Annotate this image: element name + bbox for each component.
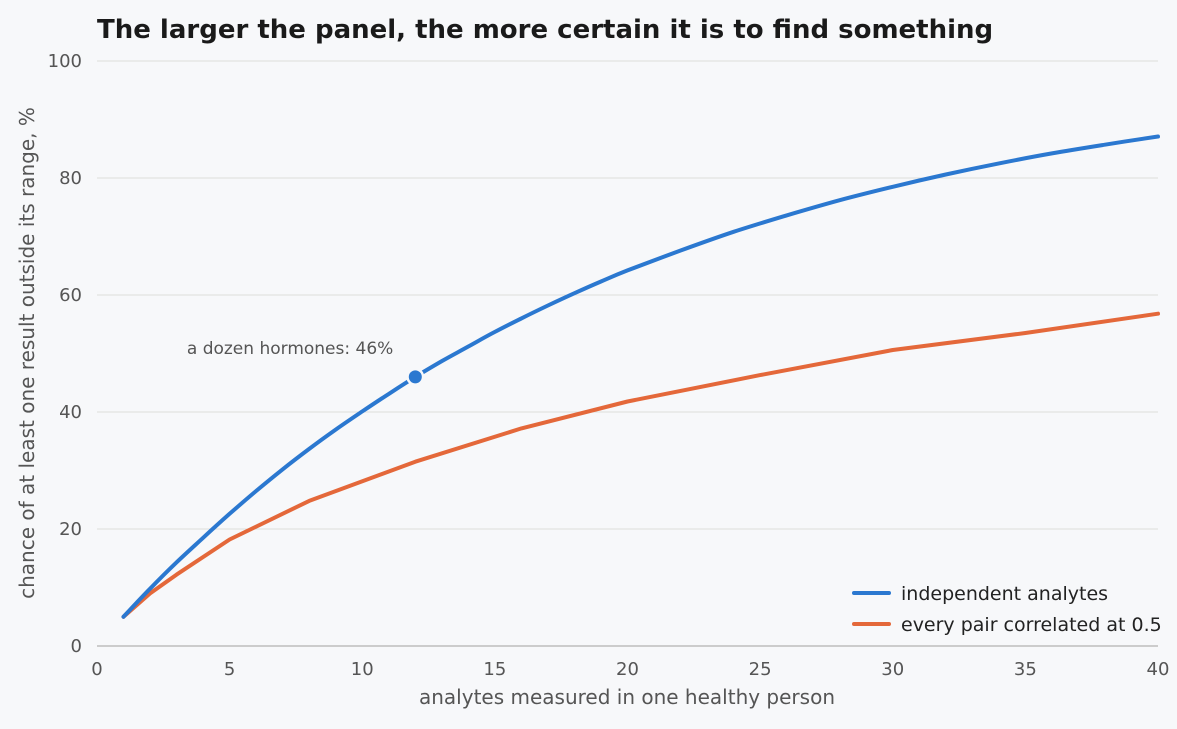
axes: 0 20 40 60 80 100 0 5 10 15 20 25 30 35 40 — [48, 51, 1170, 680]
x-tick-label: 10 — [351, 659, 374, 680]
y-tick-label: 40 — [59, 402, 82, 423]
x-tick-label: 5 — [224, 659, 235, 680]
x-tick-label: 25 — [749, 659, 772, 680]
y-tick-label: 60 — [59, 285, 82, 306]
y-tick-label: 100 — [48, 51, 82, 72]
annotation-label: a dozen hormones: 46% — [187, 339, 393, 359]
series-line-independent-analytes — [121, 134, 1160, 619]
x-tick-label: 40 — [1147, 659, 1170, 680]
legend-label: every pair correlated at 0.5 — [901, 614, 1162, 636]
annotations: a dozen hormones: 46% — [187, 339, 425, 386]
y-tick-label: 0 — [71, 636, 82, 657]
x-tick-label: 15 — [483, 659, 506, 680]
y-axis-title: chance of at least one result outside it… — [15, 107, 39, 599]
series-line-every-pair-correlated-at-0-5 — [121, 311, 1160, 619]
x-axis-title: analytes measured in one healthy person — [419, 685, 835, 709]
x-tick-label: 20 — [616, 659, 639, 680]
y-tick-label: 80 — [59, 168, 82, 189]
legend-label: independent analytes — [901, 583, 1108, 605]
y-tick-label: 20 — [59, 519, 82, 540]
x-tick-label: 0 — [91, 659, 102, 680]
annotation-marker — [408, 370, 422, 384]
gridlines — [97, 60, 1158, 530]
x-tick-label: 30 — [881, 659, 904, 680]
series-lines — [121, 134, 1160, 619]
x-tick-label: 35 — [1014, 659, 1037, 680]
legend: independent analytes every pair correlate… — [852, 583, 1162, 636]
chart-title: The larger the panel, the more certain i… — [97, 15, 993, 45]
